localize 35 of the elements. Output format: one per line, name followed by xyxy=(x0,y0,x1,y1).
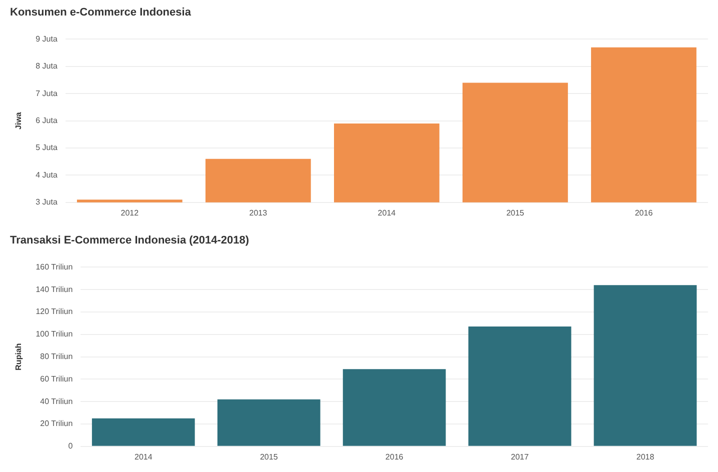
y-tick-label: 4 Juta xyxy=(36,170,58,180)
x-tick-label: 2013 xyxy=(249,208,268,218)
y-tick-label: 80 Triliun xyxy=(40,352,73,362)
y-axis-title: Jiwa xyxy=(14,112,24,130)
y-tick-label: 6 Juta xyxy=(36,116,58,126)
x-tick-label: 2012 xyxy=(120,208,140,218)
y-tick-label: 5 Juta xyxy=(36,143,58,152)
x-tick-label: 2015 xyxy=(506,208,525,218)
bar xyxy=(92,418,195,446)
x-tick-label: 2016 xyxy=(634,208,654,218)
x-tick-label: 2016 xyxy=(385,452,404,462)
y-tick-label: 9 Juta xyxy=(36,34,58,44)
x-tick-label: 2014 xyxy=(378,208,396,218)
y-tick-label: 140 Triliun xyxy=(36,284,73,294)
bar xyxy=(342,369,446,446)
x-tick-label: 2017 xyxy=(510,452,530,462)
y-tick-label: 40 Triliun xyxy=(40,396,73,406)
bar xyxy=(217,399,320,446)
x-tick-label: 2014 xyxy=(134,452,153,462)
y-tick-label: 20 Triliun xyxy=(40,419,73,428)
y-tick-label: 8 Juta xyxy=(36,62,58,71)
y-tick-label: 7 Juta xyxy=(36,88,58,98)
y-tick-label: 100 Triliun xyxy=(36,330,73,339)
y-tick-label: 160 Triliun xyxy=(36,262,73,272)
bar xyxy=(594,285,697,446)
y-tick-label: 3 Juta xyxy=(36,198,58,207)
chart-title: Transaksi E-Commerce Indonesia (2014-2018) xyxy=(10,234,250,247)
x-tick-label: 2018 xyxy=(636,452,655,462)
y-tick-label: 120 Triliun xyxy=(36,307,73,316)
y-tick-label: 60 Triliun xyxy=(40,374,73,384)
x-tick-label: 2015 xyxy=(260,452,278,462)
y-tick-label: 0 xyxy=(68,442,74,451)
bar xyxy=(468,326,572,446)
y-axis-title: Rupiah xyxy=(14,343,24,370)
chart-title: Konsumen e-Commerce Indonesia xyxy=(10,6,192,19)
